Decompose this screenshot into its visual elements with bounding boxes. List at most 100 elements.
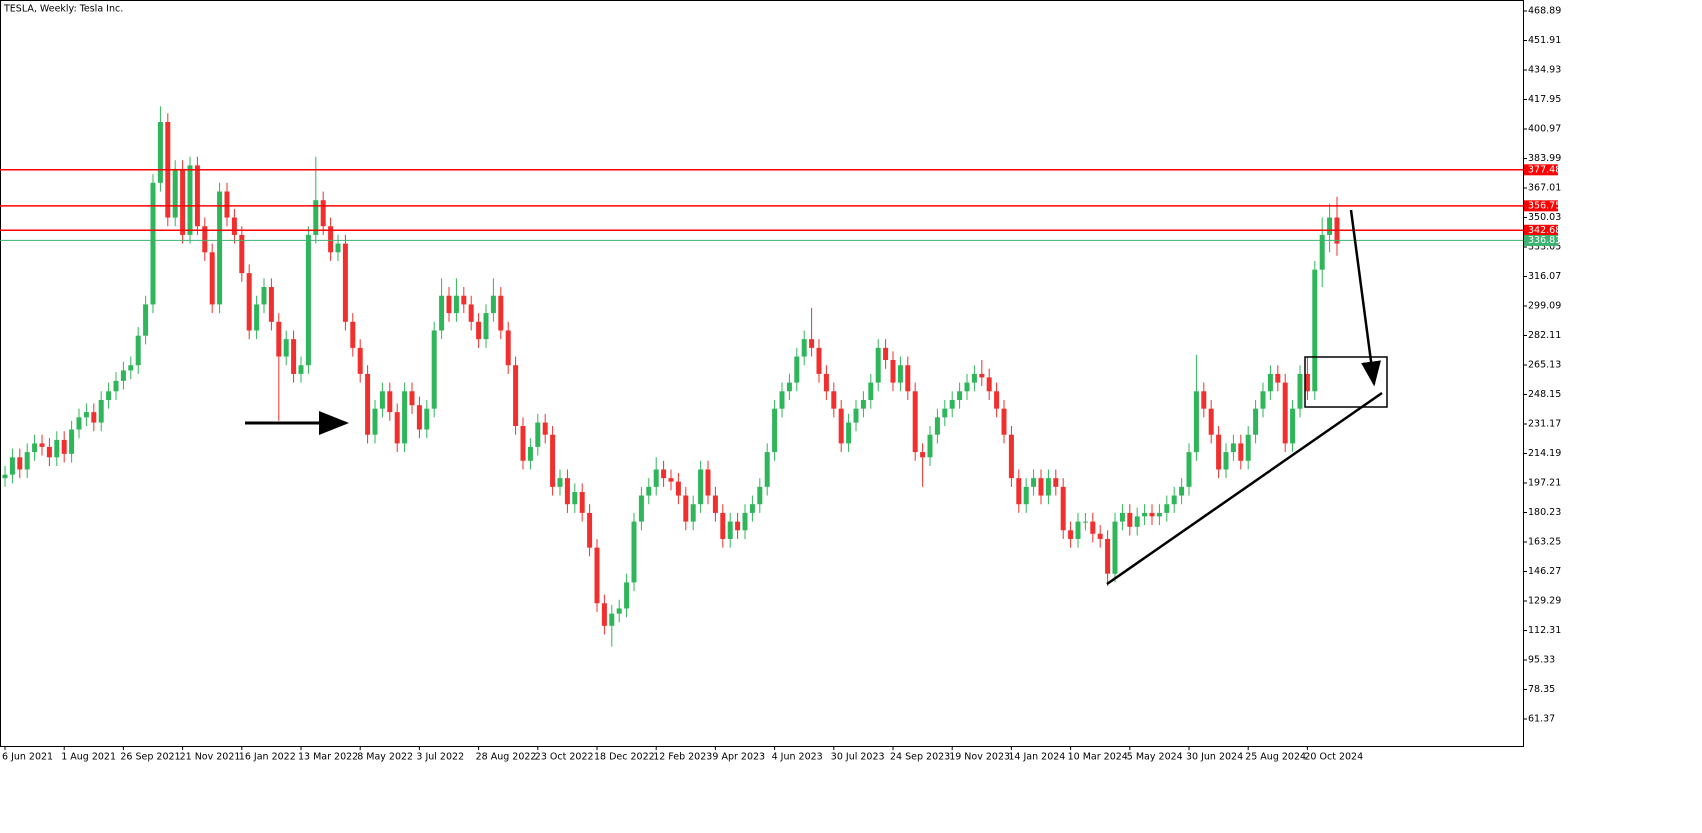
candle-body <box>498 295 504 331</box>
x-tick-label: 19 Nov 2023 <box>949 752 1010 763</box>
candle-body <box>527 446 533 461</box>
annotation-arrow <box>1349 209 1381 387</box>
candle-body <box>305 234 311 366</box>
y-tick-label: 282.11 <box>1528 330 1561 341</box>
candle-body <box>964 382 970 392</box>
candle-body <box>1097 533 1103 539</box>
x-tick-label: 16 Jan 2022 <box>239 752 296 763</box>
candle-body <box>712 495 718 513</box>
candle-body <box>1127 512 1133 527</box>
candle-body <box>143 304 149 336</box>
candle-body <box>365 373 371 435</box>
candle-body <box>661 469 667 479</box>
candle-body <box>1090 521 1096 534</box>
candle-body <box>520 426 526 461</box>
candle-body <box>1275 373 1281 383</box>
candle-body <box>587 512 593 548</box>
candle-body <box>727 521 733 539</box>
x-tick-label: 1 Aug 2021 <box>61 752 116 763</box>
candle-body <box>39 443 45 447</box>
candle-body <box>616 608 622 614</box>
candle-body <box>387 391 393 413</box>
candle-body <box>683 495 689 522</box>
x-tick-label: 18 Dec 2022 <box>594 752 655 763</box>
candle-body <box>1038 478 1044 496</box>
candle-body <box>1193 391 1199 453</box>
candle-body <box>1223 452 1229 470</box>
candle-body <box>779 391 785 409</box>
candle-body <box>1245 434 1251 461</box>
candle-body <box>357 347 363 374</box>
candle-body <box>979 373 985 378</box>
candle-body <box>1297 373 1303 409</box>
candle-body <box>772 408 778 453</box>
candle-body <box>1201 391 1207 409</box>
candle-body <box>402 391 408 444</box>
candle-body <box>934 417 940 435</box>
candle-body <box>609 613 615 626</box>
candle-body <box>409 391 415 406</box>
candle-body <box>653 469 659 487</box>
candle-body <box>786 382 792 392</box>
candle-body <box>1068 530 1074 539</box>
candle-body <box>157 121 163 183</box>
candle-body <box>1208 408 1214 435</box>
candle-body <box>17 457 23 470</box>
candle-body <box>1230 443 1236 453</box>
candle-body <box>505 330 511 366</box>
price-tag-label: 336.83 <box>1528 235 1561 246</box>
y-tick-label: 468.89 <box>1528 5 1561 16</box>
candle-body <box>749 504 755 513</box>
candle-body <box>735 521 741 531</box>
candle-body <box>61 439 67 454</box>
candle-body <box>513 365 519 427</box>
candle-body <box>542 422 548 435</box>
candle-body <box>535 422 541 447</box>
candle-body <box>875 347 881 383</box>
candle-body <box>986 377 992 392</box>
candle-body <box>439 295 445 331</box>
candle-body <box>276 321 282 357</box>
price-tag <box>1524 234 1558 246</box>
price-tag-label: 342.68 <box>1528 225 1561 236</box>
candle-body <box>98 399 104 423</box>
candle-body <box>764 452 770 487</box>
y-tick-label: 163.25 <box>1528 537 1561 548</box>
candle-body <box>379 391 385 409</box>
candle-body <box>690 504 696 522</box>
candle-body <box>291 339 297 374</box>
candle-body <box>1327 217 1333 235</box>
candle-body <box>128 365 134 371</box>
candle-body <box>1319 234 1325 270</box>
candle-body <box>1216 434 1222 470</box>
y-tick-label: 451.91 <box>1528 35 1561 46</box>
candle-body <box>328 226 334 253</box>
candle-body <box>350 321 356 348</box>
candle-body <box>32 443 38 453</box>
candle-body <box>594 547 600 604</box>
y-tick-label: 95.33 <box>1528 655 1555 666</box>
x-tick-label: 30 Jun 2024 <box>1186 752 1243 763</box>
y-tick-label: 299.09 <box>1528 300 1561 311</box>
candle-body <box>1312 269 1318 392</box>
candle-body <box>860 399 866 409</box>
x-tick-label: 8 May 2022 <box>357 752 413 763</box>
y-tick-label: 146.27 <box>1528 566 1561 577</box>
plot-frame <box>0 0 1524 747</box>
candle-body <box>1082 521 1088 523</box>
y-tick-label: 248.15 <box>1528 389 1561 400</box>
candle-body <box>283 339 289 357</box>
candle-body <box>483 313 489 340</box>
price-tag <box>1524 164 1558 176</box>
candle-body <box>920 452 926 458</box>
price-tag-label: 356.75 <box>1528 200 1561 211</box>
candle-body <box>1008 434 1014 479</box>
y-tick-label: 231.17 <box>1528 418 1561 429</box>
x-tick-label: 3 Jul 2022 <box>416 752 464 763</box>
x-tick-label: 25 Aug 2024 <box>1245 752 1306 763</box>
candle-body <box>254 304 260 331</box>
trend-line <box>1106 391 1383 586</box>
candle-body <box>1001 408 1007 435</box>
